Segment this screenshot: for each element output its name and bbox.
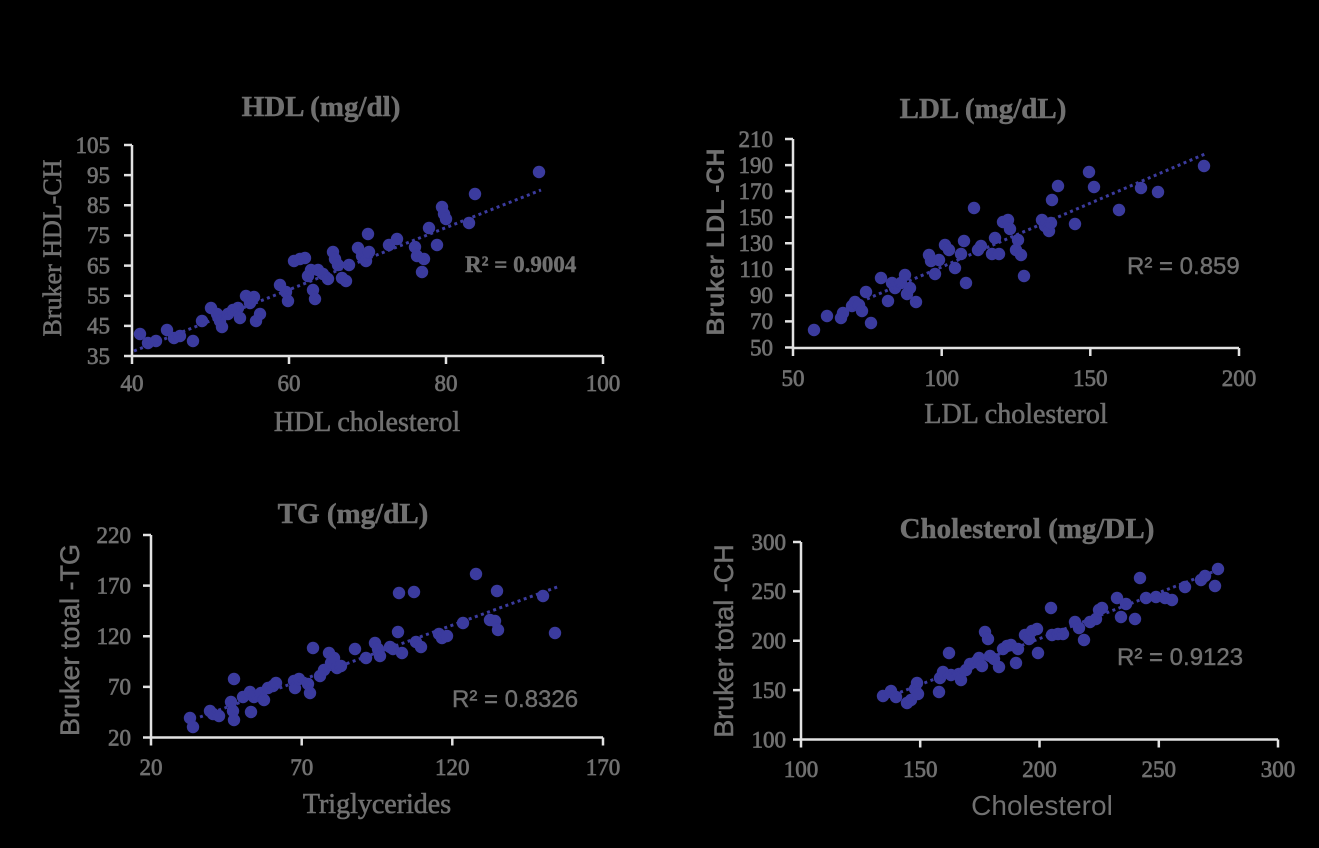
svg-text:110: 110 xyxy=(739,257,773,282)
svg-text:TG (mg/dL): TG (mg/dL) xyxy=(278,498,429,530)
svg-text:35: 35 xyxy=(87,344,110,369)
svg-text:Bruker LDL -CH: Bruker LDL -CH xyxy=(702,148,730,335)
svg-text:170: 170 xyxy=(586,755,621,780)
svg-text:60: 60 xyxy=(278,371,301,396)
svg-text:50: 50 xyxy=(750,335,773,360)
svg-text:Bruker total -TG: Bruker total -TG xyxy=(55,544,85,736)
svg-text:120: 120 xyxy=(97,624,132,649)
svg-text:HDL cholesterol: HDL cholesterol xyxy=(274,407,461,438)
svg-text:95: 95 xyxy=(87,163,110,188)
svg-text:75: 75 xyxy=(87,223,110,248)
svg-text:40: 40 xyxy=(121,371,144,396)
svg-text:200: 200 xyxy=(752,629,787,654)
svg-text:70: 70 xyxy=(108,675,131,700)
svg-text:55: 55 xyxy=(87,284,110,309)
svg-text:20: 20 xyxy=(140,755,163,780)
svg-text:LDL cholesterol: LDL cholesterol xyxy=(924,399,1107,430)
svg-text:85: 85 xyxy=(87,193,110,218)
svg-text:65: 65 xyxy=(87,253,110,278)
svg-text:20: 20 xyxy=(108,725,131,750)
svg-text:100: 100 xyxy=(924,366,959,391)
svg-text:80: 80 xyxy=(435,371,458,396)
svg-text:200: 200 xyxy=(1022,757,1057,782)
svg-text:250: 250 xyxy=(752,579,787,604)
svg-text:R² = 0.8326: R² = 0.8326 xyxy=(452,686,578,713)
svg-text:Cholesterol (mg/DL): Cholesterol (mg/DL) xyxy=(900,513,1155,545)
svg-text:170: 170 xyxy=(97,573,132,598)
svg-text:Cholesterol: Cholesterol xyxy=(971,790,1113,821)
svg-text:90: 90 xyxy=(750,283,773,308)
svg-text:50: 50 xyxy=(782,366,805,391)
svg-text:170: 170 xyxy=(739,179,774,204)
svg-text:105: 105 xyxy=(76,133,111,158)
svg-text:300: 300 xyxy=(1261,757,1296,782)
svg-text:250: 250 xyxy=(1142,757,1177,782)
svg-text:130: 130 xyxy=(739,231,774,256)
svg-text:HDL (mg/dl): HDL (mg/dl) xyxy=(242,91,401,123)
svg-text:150: 150 xyxy=(739,205,774,230)
svg-text:150: 150 xyxy=(903,757,938,782)
svg-text:150: 150 xyxy=(1073,366,1108,391)
svg-text:100: 100 xyxy=(586,371,621,396)
svg-text:Bruker total -CH: Bruker total -CH xyxy=(709,544,739,738)
svg-text:R² = 0.9004: R² = 0.9004 xyxy=(465,252,577,277)
svg-text:R² = 0.859: R² = 0.859 xyxy=(1127,253,1240,280)
svg-text:LDL (mg/dL): LDL (mg/dL) xyxy=(900,93,1067,125)
svg-text:100: 100 xyxy=(784,757,819,782)
svg-text:Bruker HDL-CH: Bruker HDL-CH xyxy=(38,159,67,336)
svg-text:45: 45 xyxy=(87,314,110,339)
svg-text:150: 150 xyxy=(752,678,787,703)
svg-text:220: 220 xyxy=(97,523,132,548)
svg-text:210: 210 xyxy=(739,127,774,152)
svg-text:70: 70 xyxy=(290,755,313,780)
svg-text:190: 190 xyxy=(739,153,774,178)
svg-text:100: 100 xyxy=(752,727,787,752)
svg-text:200: 200 xyxy=(1222,366,1257,391)
svg-text:300: 300 xyxy=(752,530,787,555)
svg-text:120: 120 xyxy=(435,755,470,780)
svg-text:Triglycerides: Triglycerides xyxy=(303,789,451,820)
svg-text:70: 70 xyxy=(750,309,773,334)
svg-text:R² = 0.9123: R² = 0.9123 xyxy=(1117,644,1243,671)
